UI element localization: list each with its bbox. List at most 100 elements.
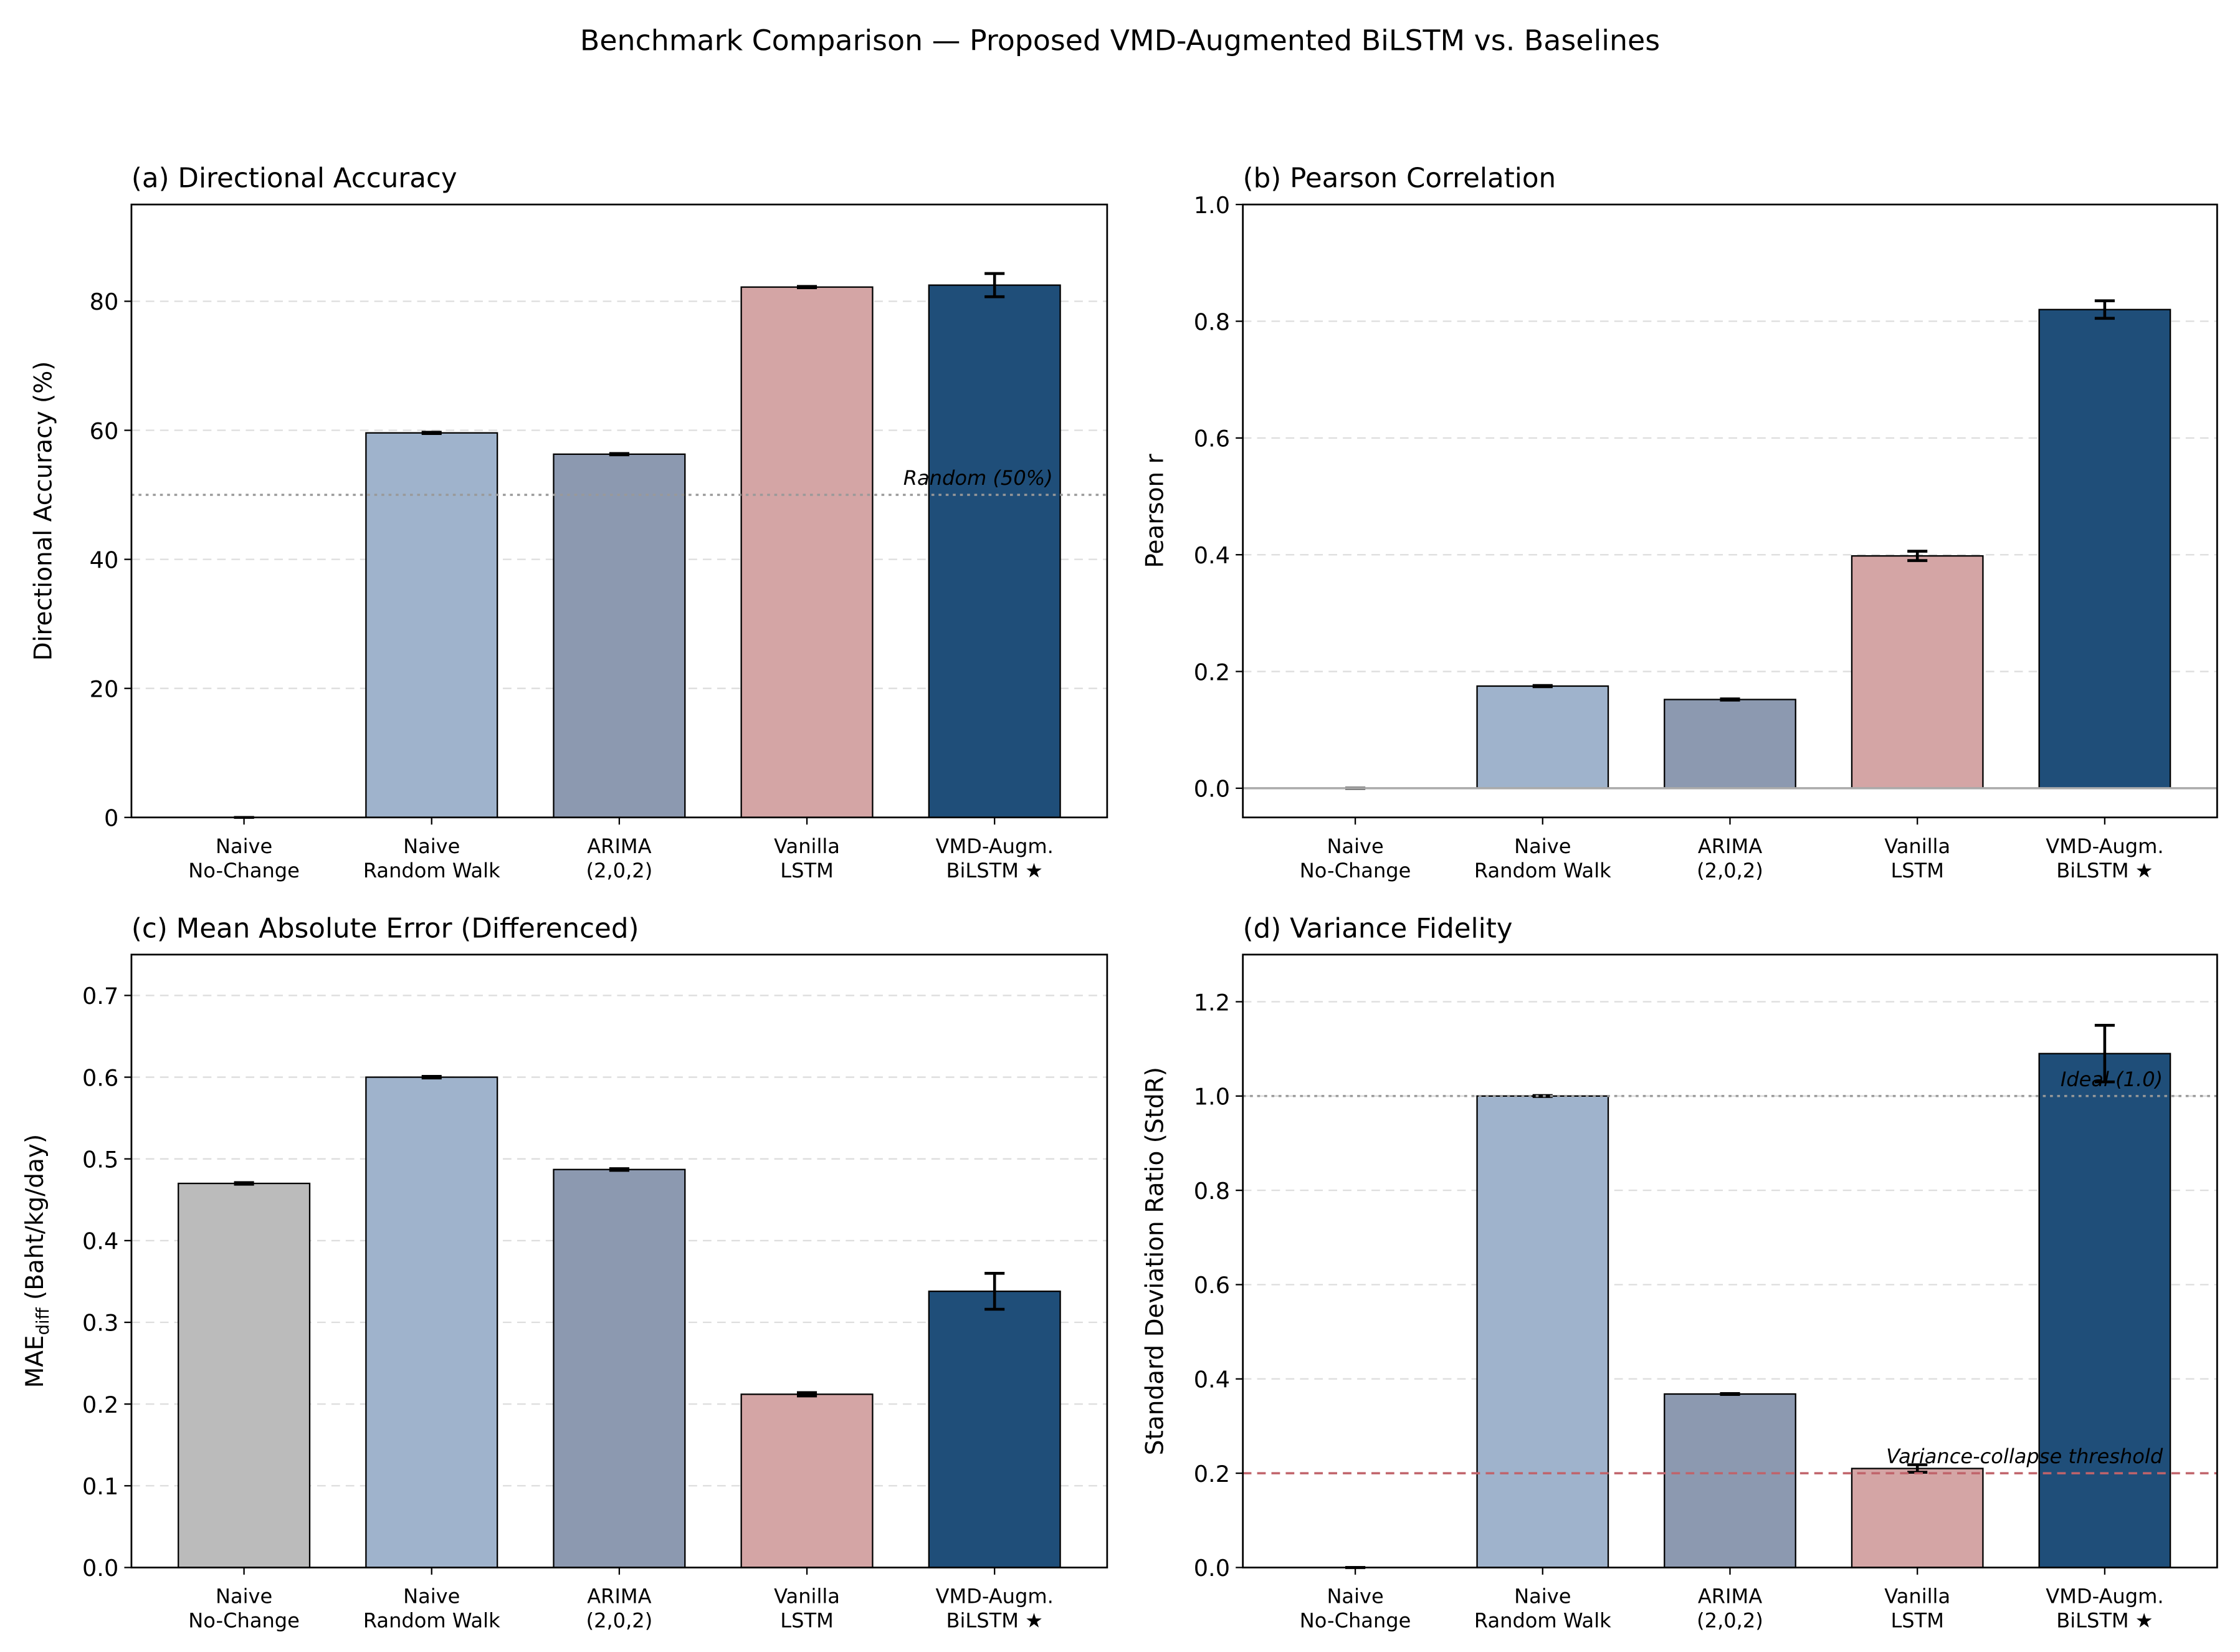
bar (928, 284, 1061, 818)
x-tick-label: Random Walk (363, 859, 500, 882)
bar (1476, 685, 1609, 790)
bar (365, 432, 498, 818)
y-tick-label: 0.6 (1194, 1272, 1230, 1299)
bar (740, 1393, 874, 1568)
y-tick-label: 0.1 (82, 1473, 118, 1500)
x-tick-label: Vanilla (1884, 1585, 1950, 1608)
subplot-title: (d) Variance Fidelity (1243, 913, 1513, 944)
error-bar (984, 272, 1005, 298)
axes-frame (1242, 203, 2218, 819)
y-tick-label: 0.0 (1194, 776, 1230, 803)
x-tick-label: VMD-Augm. (936, 1585, 1054, 1608)
x-tick-label: LSTM (780, 1609, 834, 1633)
y-tick-label: 0.4 (1194, 1367, 1230, 1393)
y-tick-label: 1.2 (1194, 989, 1230, 1016)
y-tick-label: 0.7 (82, 983, 118, 1010)
subplot: 0.00.20.40.60.81.01.2NaiveNo-ChangeNaive… (1141, 913, 2218, 1633)
bar (1664, 1393, 1796, 1568)
error-bar (796, 285, 817, 290)
y-tick-label: 0.8 (1194, 1178, 1230, 1205)
error-bar (984, 1272, 1005, 1311)
x-tick-label: Naive (1514, 1585, 1571, 1608)
x-tick-label: No-Change (188, 1609, 300, 1633)
error-bar (1532, 684, 1553, 689)
x-tick-label: Naive (403, 1585, 460, 1608)
error-bar (1720, 1392, 1740, 1397)
error-bar (2094, 1024, 2115, 1084)
x-tick-label: BiLSTM ★ (2056, 1609, 2153, 1633)
x-tick-label: Random Walk (363, 1609, 500, 1633)
x-tick-label: LSTM (780, 859, 834, 882)
error-bar (1907, 550, 1928, 562)
y-tick-label: 0.4 (82, 1228, 118, 1255)
x-tick-label: VMD-Augm. (2046, 834, 2163, 858)
x-tick-label: Naive (1514, 834, 1571, 858)
x-tick-label: ARIMA (587, 1585, 651, 1608)
error-bar (796, 1391, 817, 1398)
x-tick-label: Vanilla (774, 1585, 840, 1608)
reference-label: Random (50%) (903, 466, 1053, 490)
y-tick-label: 0.2 (82, 1392, 118, 1418)
subplot-title: (a) Directional Accuracy (131, 163, 457, 194)
x-tick-label: ARIMA (587, 834, 651, 858)
bar (1851, 1468, 1984, 1568)
axes-frame (130, 953, 1108, 1568)
y-tick-label: 1.0 (1194, 1084, 1230, 1110)
subplot-title: (b) Pearson Correlation (1243, 163, 1556, 194)
reference-label: Variance-collapse threshold (1886, 1444, 2163, 1468)
x-tick-label: (2,0,2) (586, 1609, 653, 1633)
bar (928, 1291, 1061, 1568)
x-tick-label: No-Change (1300, 859, 1411, 882)
x-tick-label: Naive (216, 1585, 272, 1608)
bar (2038, 1053, 2171, 1568)
y-tick-label: 0.3 (82, 1310, 118, 1337)
x-tick-label: (2,0,2) (1697, 859, 1763, 882)
x-tick-label: Random Walk (1474, 1609, 1611, 1633)
y-axis-label-subscript: diff (33, 1307, 53, 1335)
y-axis-label: Directional Accuracy (%) (30, 361, 58, 661)
y-axis-label-space (21, 1300, 49, 1307)
y-tick-label: 60 (90, 418, 119, 444)
x-tick-label: Naive (1327, 834, 1383, 858)
x-tick-label: (2,0,2) (586, 859, 653, 882)
y-axis-label: Standard Deviation Ratio (StdR) (1141, 1067, 1169, 1455)
y-tick-label: 0.4 (1194, 542, 1230, 569)
x-tick-label: VMD-Augm. (2046, 1585, 2163, 1608)
y-tick-label: 0.5 (82, 1146, 118, 1173)
x-tick-label: No-Change (1300, 1609, 1411, 1633)
y-tick-label: 1.0 (1194, 192, 1230, 219)
y-tick-label: 0.0 (1194, 1555, 1230, 1582)
x-tick-label: VMD-Augm. (936, 834, 1054, 858)
x-tick-label: ARIMA (1698, 1585, 1762, 1608)
x-tick-label: LSTM (1890, 859, 1944, 882)
y-tick-label: 20 (90, 676, 119, 702)
error-bar (2094, 299, 2115, 320)
bar (1664, 699, 1796, 790)
y-tick-label: 0 (104, 805, 118, 832)
y-tick-label: 80 (90, 289, 119, 315)
error-bar (609, 1167, 629, 1172)
bar (178, 1182, 311, 1568)
x-tick-label: LSTM (1890, 1609, 1944, 1633)
x-tick-label: No-Change (188, 859, 300, 882)
y-axis-label: Pearson r (1141, 453, 1169, 568)
y-tick-label: 0.2 (1194, 659, 1230, 685)
error-bar (421, 1074, 442, 1080)
reference-label: Ideal (1.0) (2061, 1067, 2163, 1091)
x-tick-label: Vanilla (1884, 834, 1950, 858)
y-tick-label: 0.2 (1194, 1461, 1230, 1487)
y-tick-label: 0.0 (82, 1555, 118, 1582)
bar (1476, 1095, 1609, 1568)
y-tick-label: 0.6 (1194, 426, 1230, 452)
bar (365, 1076, 498, 1568)
x-tick-label: Naive (216, 834, 272, 858)
x-tick-label: BiLSTM ★ (946, 1609, 1042, 1633)
y-axis-label-suffix: (Baht/kg/day) (21, 1134, 49, 1300)
bar (1851, 555, 1984, 790)
error-bar (609, 452, 629, 457)
subplot: 0.00.10.20.30.40.50.60.7NaiveNo-ChangeNa… (21, 913, 1108, 1633)
axes-frame (130, 203, 1108, 819)
bar (553, 1168, 686, 1568)
error-bar (1720, 697, 1740, 702)
